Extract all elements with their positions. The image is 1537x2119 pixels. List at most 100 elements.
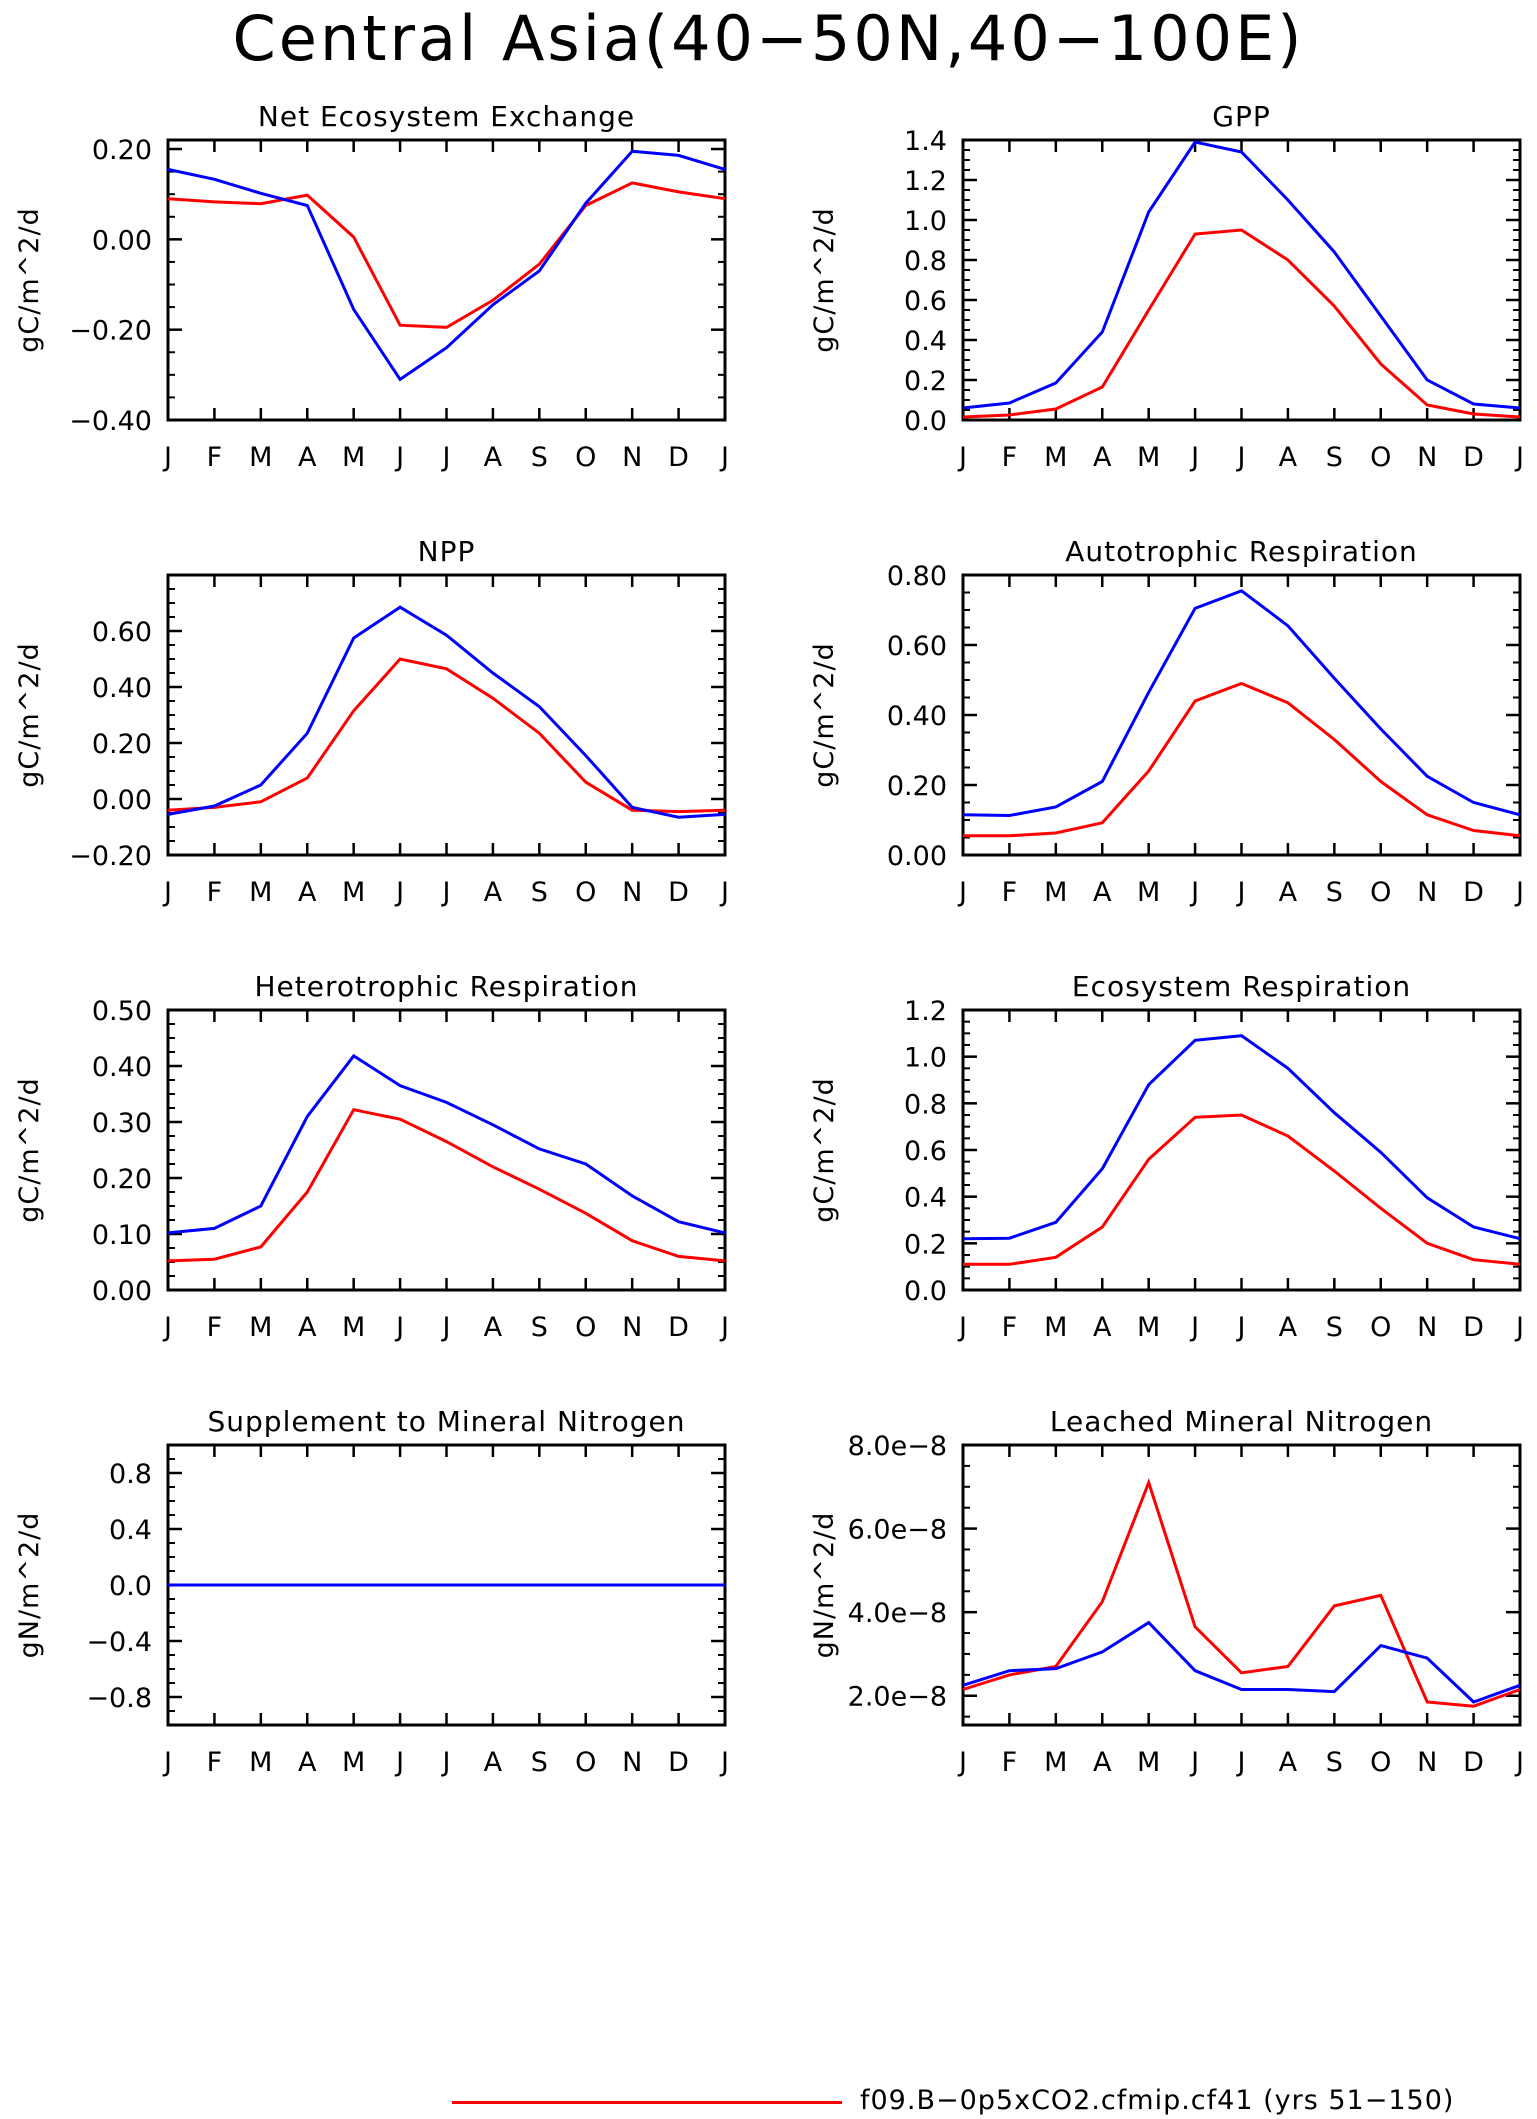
y-tick-label: 0.2 (904, 1229, 947, 1260)
y-tick-label: 0.10 (92, 1220, 152, 1251)
x-tick-label: A (484, 877, 503, 908)
x-tick-label: J (1189, 442, 1199, 473)
plot-frame (166, 573, 727, 857)
x-tick-label: S (531, 1312, 548, 1343)
x-tick-label: J (441, 442, 451, 473)
plot-frame (961, 138, 1522, 422)
x-tick-label: J (1189, 877, 1199, 908)
x-tick-label: J (1236, 442, 1246, 473)
x-tick-label: M (249, 1747, 272, 1778)
y-tick-label: 2.0e−8 (848, 1682, 947, 1713)
series-line-red (962, 1478, 1521, 1708)
x-tick-label: O (575, 1312, 596, 1343)
y-tick-label: 0.20 (92, 135, 152, 166)
x-tick-label: F (1002, 1747, 1018, 1778)
x-tick-label: F (207, 877, 223, 908)
x-tick-label: M (1137, 877, 1160, 908)
page-title: Central Asia(40−50N,40−100E) (232, 2, 1305, 75)
x-tick-label: O (575, 1747, 596, 1778)
x-tick-label: J (1514, 877, 1524, 908)
y-tick-label: 0.00 (92, 225, 152, 256)
x-tick-label: D (668, 1747, 689, 1778)
x-tick-label: J (162, 877, 172, 908)
y-axis-label: gC/m^2/d (809, 207, 840, 352)
x-tick-label: A (1093, 1312, 1112, 1343)
x-tick-label: D (1463, 1312, 1484, 1343)
x-tick-label: M (249, 877, 272, 908)
y-tick-label: 0.00 (92, 1276, 152, 1307)
x-tick-label: J (1236, 877, 1246, 908)
y-axis-label: gN/m^2/d (14, 1512, 45, 1659)
x-tick-label: F (207, 1312, 223, 1343)
y-tick-label: 0.80 (887, 561, 947, 592)
series-line-blue (962, 140, 1521, 410)
x-tick-label: J (719, 442, 729, 473)
x-tick-label: A (298, 1747, 317, 1778)
y-tick-label: 1.0 (904, 206, 947, 237)
x-tick-label: J (394, 1312, 404, 1343)
x-tick-label: J (957, 442, 967, 473)
y-axis-label: gC/m^2/d (809, 1077, 840, 1222)
legend-label: f09.B−0p5xCO2.cfmip.cf41 (yrs 51−150) (860, 2085, 1455, 2116)
y-tick-label: 0.40 (92, 673, 152, 704)
x-tick-label: D (1463, 877, 1484, 908)
x-tick-label: M (1137, 1747, 1160, 1778)
y-tick-label: 6.0e−8 (848, 1515, 947, 1546)
x-tick-label: J (394, 1747, 404, 1778)
x-tick-label: O (1370, 1312, 1391, 1343)
x-tick-label: S (531, 442, 548, 473)
y-tick-label: 0.20 (887, 771, 947, 802)
x-tick-label: M (342, 877, 365, 908)
y-tick-label: 0.0 (904, 1276, 947, 1307)
x-tick-label: A (1093, 877, 1112, 908)
x-tick-label: M (1044, 877, 1067, 908)
x-tick-label: J (441, 1312, 451, 1343)
plot-frame (166, 138, 727, 422)
y-tick-label: 0.40 (92, 1052, 152, 1083)
x-tick-label: O (575, 877, 596, 908)
x-tick-label: J (1189, 1312, 1199, 1343)
x-tick-label: J (1189, 1747, 1199, 1778)
x-tick-label: M (1044, 442, 1067, 473)
plot-frame (961, 1443, 1522, 1727)
y-tick-label: 0.6 (904, 286, 947, 317)
x-tick-label: M (1137, 1312, 1160, 1343)
x-tick-label: A (484, 442, 503, 473)
chart-title: GPP (1212, 100, 1270, 133)
x-tick-label: F (1002, 442, 1018, 473)
chart-panel-6: Supplement to Mineral Nitrogen gN/m^2/d J F… (14, 1405, 729, 1778)
series-line-blue (167, 149, 726, 382)
x-tick-label: J (1236, 1312, 1246, 1343)
x-tick-label: A (298, 877, 317, 908)
chart-title: Ecosystem Respiration (1072, 970, 1411, 1003)
x-tick-label: O (1370, 442, 1391, 473)
y-tick-label: 0.8 (904, 1089, 947, 1120)
y-tick-label: 0.00 (92, 785, 152, 816)
x-tick-label: A (298, 1312, 317, 1343)
x-tick-label: J (441, 1747, 451, 1778)
x-tick-label: S (1326, 877, 1343, 908)
x-tick-label: N (622, 442, 642, 473)
series-line-blue (167, 1053, 726, 1235)
y-axis-label: gN/m^2/d (809, 1512, 840, 1659)
x-tick-label: A (1279, 1747, 1298, 1778)
y-tick-label: 0.4 (904, 1183, 947, 1214)
y-tick-label: 0.30 (92, 1108, 152, 1139)
series-line-red (167, 181, 726, 329)
x-tick-label: N (1417, 1312, 1437, 1343)
x-tick-label: F (207, 442, 223, 473)
x-tick-label: N (622, 877, 642, 908)
y-tick-label: 0.60 (887, 631, 947, 662)
chart-title: Supplement to Mineral Nitrogen (208, 1405, 686, 1438)
x-tick-label: A (1279, 877, 1298, 908)
x-tick-label: J (394, 442, 404, 473)
x-tick-label: F (1002, 1312, 1018, 1343)
x-tick-label: D (1463, 1747, 1484, 1778)
x-tick-label: M (1044, 1312, 1067, 1343)
series-line-blue (962, 589, 1521, 818)
